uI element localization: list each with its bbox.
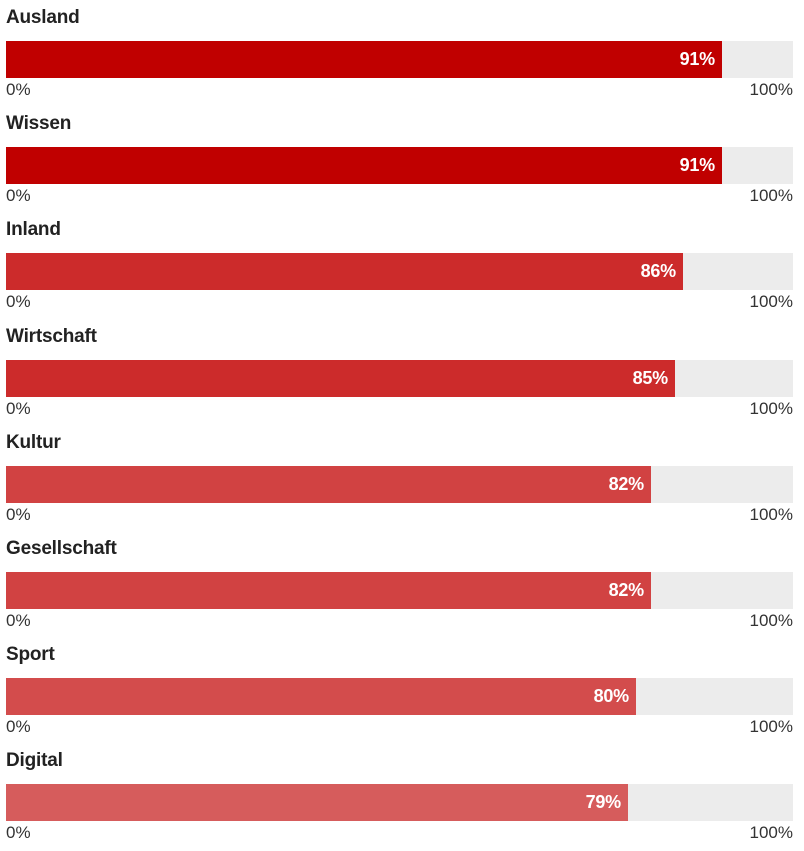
value-label: 82%	[608, 580, 645, 600]
bar-track: 82%	[6, 466, 793, 503]
axis-min-label: 0%	[6, 80, 31, 99]
axis-max-label: 100%	[749, 611, 793, 630]
axis-min-label: 0%	[6, 399, 31, 418]
category-label: Digital	[6, 750, 63, 771]
axis-min-label: 0%	[6, 823, 31, 842]
axis-max-label: 100%	[749, 186, 793, 205]
bar-track: 85%	[6, 360, 793, 397]
value-label: 80%	[593, 686, 630, 706]
bar: 82%	[6, 572, 651, 609]
value-label: 91%	[679, 155, 716, 175]
bar-track: 86%	[6, 253, 793, 290]
axis-min-label: 0%	[6, 611, 31, 630]
category-label: Gesellschaft	[6, 538, 117, 559]
bar: 82%	[6, 466, 651, 503]
category-label: Wirtschaft	[6, 326, 97, 347]
axis-max-label: 100%	[749, 292, 793, 311]
value-label: 82%	[608, 474, 645, 494]
category-label: Kultur	[6, 432, 61, 453]
axis-min-label: 0%	[6, 292, 31, 311]
bar-track: 79%	[6, 784, 793, 821]
bar: 80%	[6, 678, 636, 715]
axis-max-label: 100%	[749, 505, 793, 524]
category-label: Inland	[6, 219, 61, 240]
bar: 91%	[6, 41, 722, 78]
axis-max-label: 100%	[749, 399, 793, 418]
axis-max-label: 100%	[749, 717, 793, 736]
bar-track: 82%	[6, 572, 793, 609]
value-label: 86%	[640, 261, 677, 281]
category-label: Sport	[6, 644, 55, 665]
bar: 86%	[6, 253, 683, 290]
bar-track: 80%	[6, 678, 793, 715]
bar-track: 91%	[6, 147, 793, 184]
value-label: 79%	[585, 792, 622, 812]
bar: 79%	[6, 784, 628, 821]
value-label: 91%	[679, 49, 716, 69]
axis-max-label: 100%	[749, 80, 793, 99]
axis-min-label: 0%	[6, 717, 31, 736]
axis-min-label: 0%	[6, 505, 31, 524]
bar: 91%	[6, 147, 722, 184]
axis-max-label: 100%	[749, 823, 793, 842]
bar-track: 91%	[6, 41, 793, 78]
axis-min-label: 0%	[6, 186, 31, 205]
bar: 85%	[6, 360, 675, 397]
value-label: 85%	[632, 368, 669, 388]
category-label: Wissen	[6, 113, 72, 134]
category-label: Ausland	[6, 7, 80, 28]
